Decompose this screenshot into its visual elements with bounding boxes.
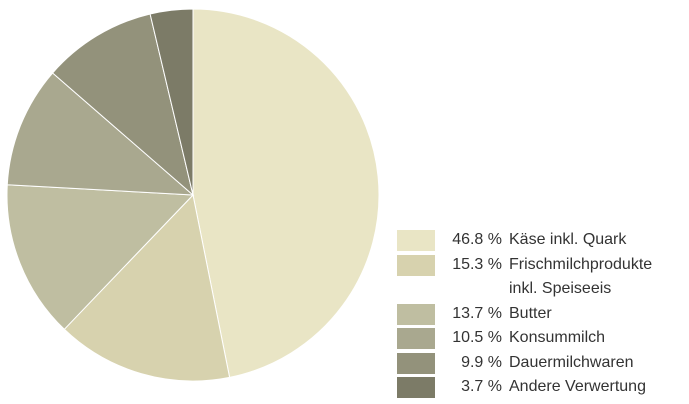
pie-slice xyxy=(6,184,195,330)
legend-label: Käse inkl. Quark xyxy=(509,231,627,248)
legend-value: 3.7 % xyxy=(461,378,502,395)
pie-slice xyxy=(6,72,195,196)
legend-swatch xyxy=(397,303,435,325)
legend-value: 13.7 % xyxy=(452,304,502,322)
legend-label: Dauermilchwaren xyxy=(509,353,634,371)
legend-value: 15.3 % xyxy=(452,255,502,273)
legend-entry: 13.7 % Butter xyxy=(397,302,689,327)
legend-swatch xyxy=(397,254,435,276)
legend-entry: 9.9 % Dauermilchwaren xyxy=(397,351,689,376)
legend-label: Frischmilchprodukte inkl. Speiseeis xyxy=(509,255,653,298)
legend-value: 46.8 % xyxy=(452,231,502,248)
legend-swatch xyxy=(397,352,435,374)
legend: 46.8 % Käse inkl. Quark 15.3 % Frischmilchp… xyxy=(397,228,689,400)
pie-slice xyxy=(192,8,380,378)
pie-slice xyxy=(149,8,194,196)
legend-swatch xyxy=(397,230,435,251)
legend-label: Konsummilch xyxy=(509,329,606,346)
pie-slice xyxy=(51,13,194,197)
legend-swatch xyxy=(397,328,435,349)
legend-label: Andere Verwertung xyxy=(509,378,646,395)
legend-entry: 46.8 % Käse inkl. Quark xyxy=(397,228,689,253)
legend-entry: 15.3 % Frischmilchprodukte inkl. Speiseei… xyxy=(397,253,689,302)
pie-slice xyxy=(63,193,231,382)
legend-swatch xyxy=(397,377,435,398)
legend-label: Butter xyxy=(509,304,552,322)
legend-entry: 10.5 % Konsummilch xyxy=(397,326,689,351)
legend-entry: 3.7 % Andere Verwertung xyxy=(397,375,689,400)
legend-value: 10.5 % xyxy=(452,329,502,346)
pie-chart xyxy=(6,8,380,382)
legend-value: 9.9 % xyxy=(461,353,502,371)
